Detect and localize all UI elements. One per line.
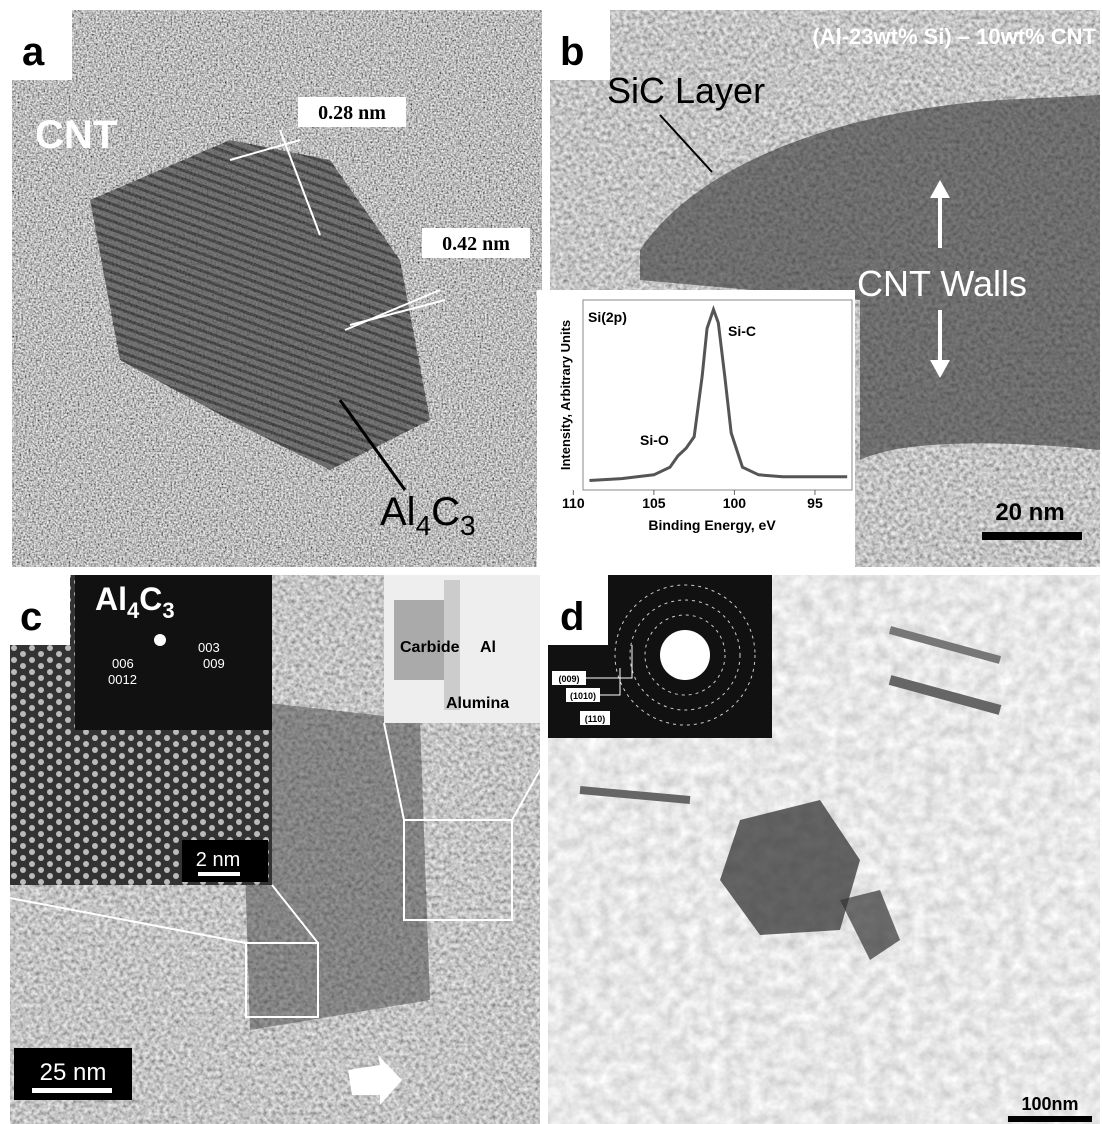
panel-b: b (Al-23wt% Si) – 10wt% CNT SiC Layer CN… xyxy=(537,10,1100,567)
peak-label: Si-O xyxy=(640,432,669,448)
text: 4 xyxy=(416,510,432,541)
spot-index: 0012 xyxy=(108,672,137,687)
text: Al xyxy=(380,490,416,534)
scale-bar-label: 2 nm xyxy=(196,849,240,871)
composition: (Al-23wt% Si) – 10wt% CNT xyxy=(812,24,1096,49)
scale-bar-label: 25 nm xyxy=(40,1059,107,1086)
schematic-label: Alumina xyxy=(446,695,509,712)
panel-d: (009) (1010) (110) d 100nm xyxy=(548,575,1100,1124)
panel-label: b xyxy=(560,30,584,74)
ring-index: (110) xyxy=(585,714,606,724)
text: 3 xyxy=(162,598,174,623)
text: 3 xyxy=(460,510,476,541)
cnt-label: CNT xyxy=(35,113,117,157)
x-axis-label: Binding Energy, eV xyxy=(648,517,776,533)
x-tick-label: 100 xyxy=(723,495,747,511)
annotation: CNT Walls xyxy=(857,263,1027,304)
central-spot xyxy=(660,630,710,680)
annotation: SiC Layer xyxy=(607,70,765,111)
spot-index: 009 xyxy=(203,656,225,671)
figure: a CNT 0.28 nm 0.42 nm Al4C3 b (Al-23wt% … xyxy=(0,0,1102,1124)
scale-bar xyxy=(1008,1116,1092,1122)
inset-title: Si(2p) xyxy=(588,309,627,325)
x-tick-label: 110 xyxy=(562,495,585,511)
x-tick-label: 95 xyxy=(807,495,823,511)
panel-c: Al4C3 003 009 006 0012 c 2 nm Carbide Al… xyxy=(10,575,540,1124)
text: 4 xyxy=(127,598,140,623)
spacing: 0.28 nm xyxy=(318,102,386,124)
scale-bar-label: 20 nm xyxy=(995,499,1064,526)
panel-label: d xyxy=(560,595,584,639)
ring-index: (1010) xyxy=(570,691,596,701)
y-axis-label: Intensity, Arbitrary Units xyxy=(558,320,573,470)
spot-index: 003 xyxy=(198,640,220,655)
spacing: 0.42 nm xyxy=(442,233,510,255)
scale-bar xyxy=(198,872,240,876)
spot-index: 006 xyxy=(112,656,134,671)
scale-bar-label: 100nm xyxy=(1021,1094,1078,1114)
panel-a: a CNT 0.28 nm 0.42 nm Al4C3 xyxy=(12,10,542,567)
ring-index: (009) xyxy=(558,674,579,684)
text: C xyxy=(139,581,162,617)
panel-label: a xyxy=(22,30,45,74)
x-tick-label: 105 xyxy=(642,495,666,511)
scale-bar xyxy=(32,1088,112,1093)
peak-label: Si-C xyxy=(728,323,756,339)
text: C xyxy=(431,490,460,534)
schematic-label: Al xyxy=(480,639,496,656)
text: Al xyxy=(95,581,127,617)
panel-label: c xyxy=(20,595,42,639)
scale-bar xyxy=(982,532,1082,540)
schematic-label: Carbide xyxy=(400,639,460,656)
spot xyxy=(154,634,166,646)
